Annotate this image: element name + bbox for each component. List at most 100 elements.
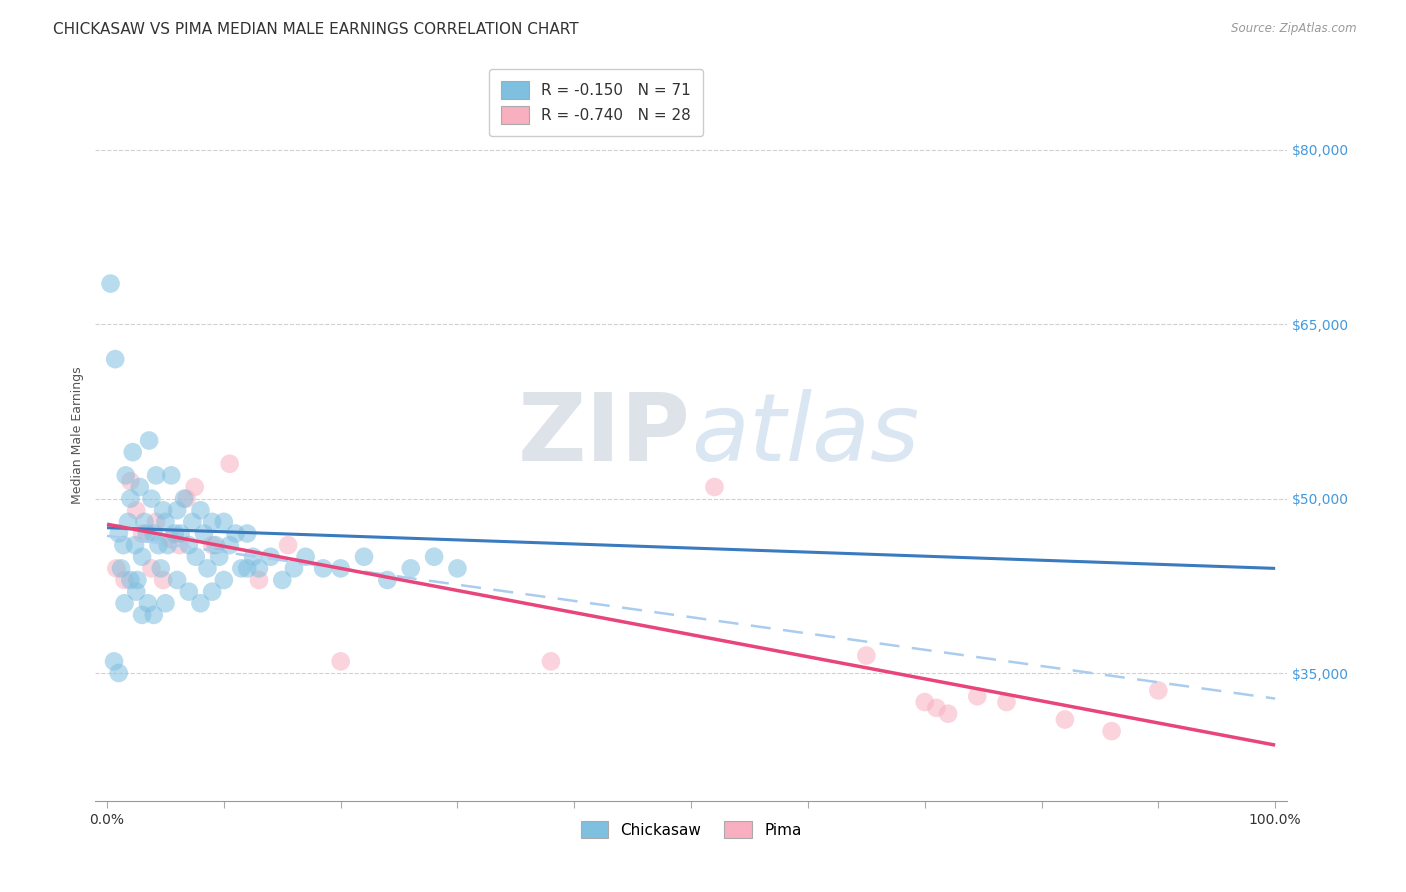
Point (169, 538, 191, 552)
Point (1147, 683, 1170, 698)
Point (914, 695, 936, 709)
Point (155, 515, 177, 529)
Point (105, 561, 128, 575)
Point (936, 706, 959, 721)
Point (142, 607, 165, 622)
Point (125, 503, 148, 517)
Point (1101, 724, 1123, 739)
Text: CHICKASAW VS PIMA MEDIAN MALE EARNINGS CORRELATION CHART: CHICKASAW VS PIMA MEDIAN MALE EARNINGS C… (53, 22, 579, 37)
Point (201, 584, 224, 599)
Point (446, 561, 468, 575)
Point (107, 665, 129, 680)
Point (114, 468, 136, 483)
Point (163, 526, 186, 541)
Point (176, 491, 198, 506)
Point (131, 549, 153, 564)
Point (117, 515, 139, 529)
Point (283, 561, 305, 575)
Point (181, 515, 204, 529)
Point (114, 573, 136, 587)
Point (112, 538, 135, 552)
Point (259, 549, 281, 564)
Point (145, 515, 167, 529)
Point (128, 480, 150, 494)
Point (169, 526, 191, 541)
Point (134, 515, 156, 529)
Point (218, 457, 240, 471)
Legend: Chickasaw, Pima: Chickasaw, Pima (575, 814, 807, 845)
Point (703, 480, 725, 494)
Point (193, 526, 215, 541)
Point (353, 549, 375, 564)
Point (236, 526, 259, 541)
Point (155, 596, 177, 610)
Point (121, 445, 143, 459)
Point (247, 561, 270, 575)
Point (377, 573, 399, 587)
Point (135, 526, 157, 541)
Point (160, 533, 183, 547)
Point (208, 549, 231, 564)
Point (204, 538, 226, 552)
Point (329, 654, 352, 668)
Point (231, 561, 253, 575)
Point (124, 538, 146, 552)
Point (212, 573, 235, 587)
Point (236, 561, 259, 575)
Point (156, 538, 179, 552)
Point (271, 573, 294, 587)
Text: Source: ZipAtlas.com: Source: ZipAtlas.com (1232, 22, 1357, 36)
Point (399, 561, 422, 575)
Y-axis label: Median Male Earnings: Median Male Earnings (72, 366, 84, 503)
Point (966, 690, 988, 704)
Point (104, 352, 127, 367)
Point (190, 503, 212, 517)
Point (855, 648, 877, 663)
Point (145, 468, 167, 483)
Point (120, 491, 142, 506)
Point (218, 538, 240, 552)
Point (107, 526, 129, 541)
Point (190, 596, 212, 610)
Point (142, 526, 165, 541)
Point (247, 573, 270, 587)
Point (125, 584, 148, 599)
Point (177, 584, 200, 599)
Point (141, 561, 163, 575)
Point (183, 480, 205, 494)
Point (148, 538, 170, 552)
Point (201, 538, 224, 552)
Point (149, 561, 172, 575)
Point (110, 561, 132, 575)
Point (212, 515, 235, 529)
Point (136, 596, 159, 610)
Point (152, 573, 174, 587)
Text: atlas: atlas (692, 389, 920, 480)
Point (177, 538, 200, 552)
Point (242, 549, 264, 564)
Point (103, 654, 125, 668)
Point (329, 561, 352, 575)
Point (197, 561, 219, 575)
Point (131, 526, 153, 541)
Point (184, 549, 207, 564)
Point (312, 561, 335, 575)
Point (925, 701, 948, 715)
Point (995, 695, 1018, 709)
Text: ZIP: ZIP (519, 389, 692, 481)
Point (100, 277, 122, 291)
Point (166, 573, 188, 587)
Point (141, 491, 163, 506)
Point (423, 549, 446, 564)
Point (114, 596, 136, 610)
Point (166, 503, 188, 517)
Point (173, 491, 195, 506)
Point (294, 549, 316, 564)
Point (277, 538, 299, 552)
Point (138, 434, 160, 448)
Point (120, 573, 142, 587)
Point (1053, 713, 1076, 727)
Point (131, 607, 153, 622)
Point (201, 515, 224, 529)
Point (225, 526, 247, 541)
